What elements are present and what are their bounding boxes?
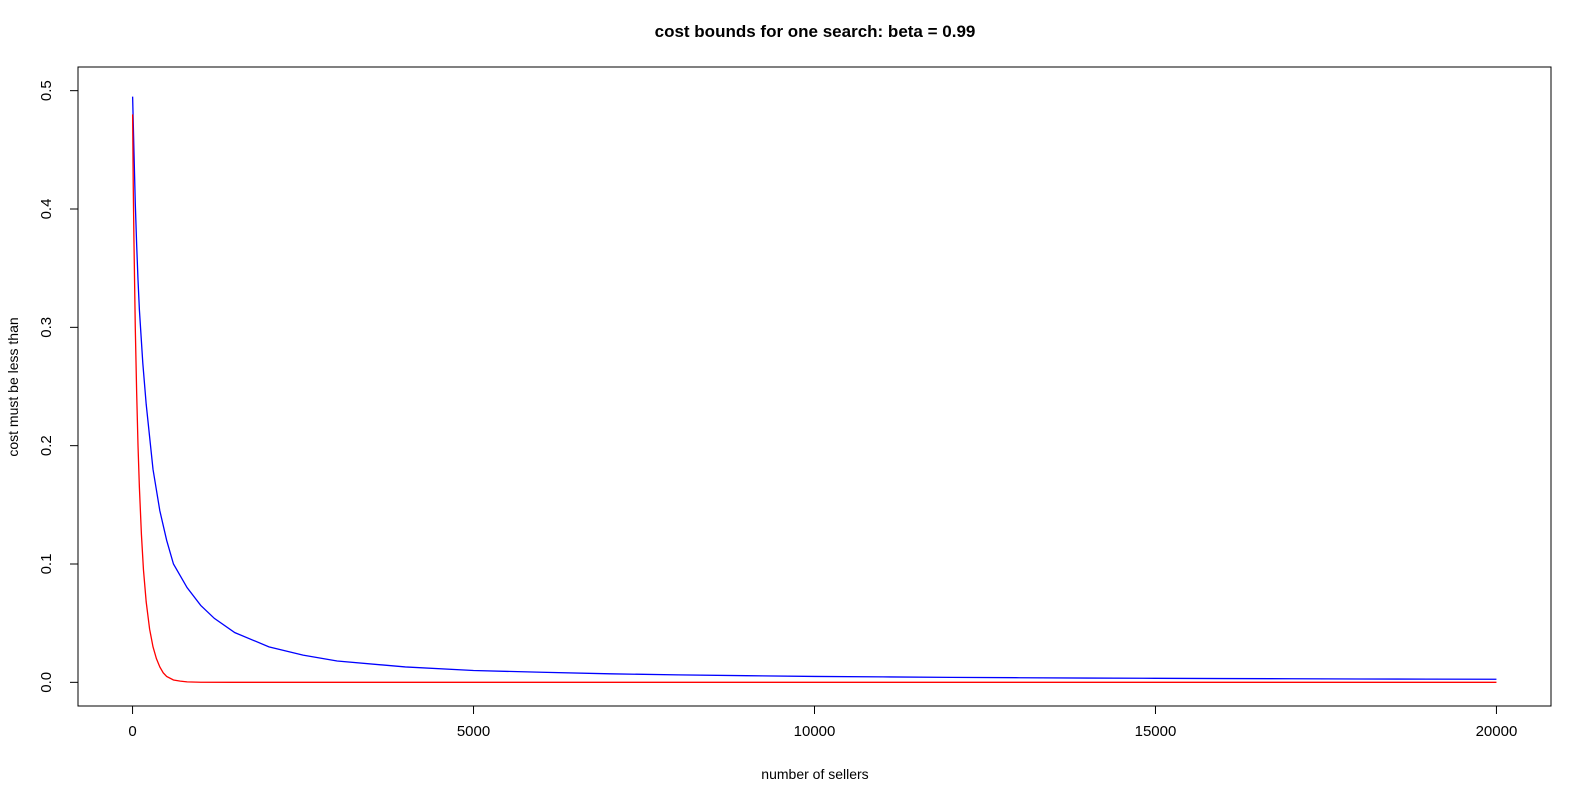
x-tick-label: 5000 [457, 723, 490, 740]
series-line-0 [131, 96, 1497, 680]
x-tick-label: 10000 [794, 723, 836, 740]
series-line-1 [131, 114, 1497, 683]
chart-title: cost bounds for one search: beta = 0.99 [655, 22, 976, 41]
y-tick-label: 0.2 [38, 435, 55, 456]
x-axis-label: number of sellers [761, 766, 868, 782]
y-axis: 0.0 0.1 0.2 0.3 0.4 0.5 [38, 80, 79, 693]
x-tick-label: 20000 [1476, 723, 1518, 740]
y-axis-label: cost must be less than [5, 317, 21, 456]
y-tick-label: 0.0 [38, 672, 55, 693]
y-tick-label: 0.1 [38, 554, 55, 575]
x-tick-label: 15000 [1135, 723, 1177, 740]
x-axis: 0 5000 10000 15000 20000 [128, 705, 1518, 740]
plot-frame [77, 66, 1552, 707]
x-tick-label: 0 [128, 723, 136, 740]
y-tick-label: 0.5 [38, 80, 55, 101]
y-tick-label: 0.4 [38, 199, 55, 220]
y-tick-label: 0.3 [38, 317, 55, 338]
